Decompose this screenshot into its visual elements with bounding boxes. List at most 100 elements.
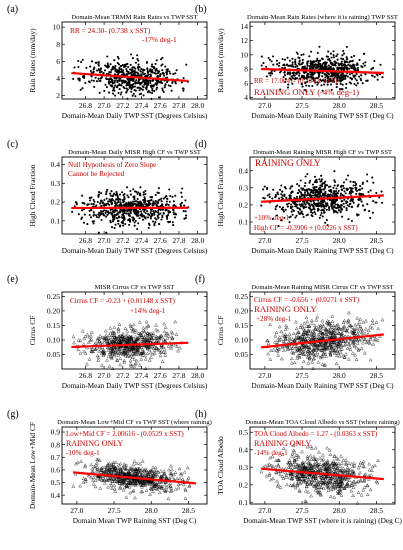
data-point [184,199,187,202]
data-point [360,65,363,68]
data-point [109,192,112,195]
data-point [122,471,127,475]
data-point [339,192,343,195]
data-point [130,329,135,333]
data-point [157,336,161,340]
data-point [358,58,361,61]
data-point [337,184,340,187]
data-point [308,202,311,205]
data-point [106,345,110,349]
data-point [307,324,311,328]
data-point [107,337,112,341]
data-point [350,77,353,80]
data-point [341,458,346,462]
panel-title: MISR Cirrus CF vs TWP SST [95,284,175,291]
data-point [333,76,336,79]
data-point [132,459,137,463]
data-point [313,77,316,80]
data-point [154,82,157,85]
data-point [107,66,110,69]
data-point [72,340,76,345]
data-point [112,333,117,337]
plot-frame [249,156,396,235]
data-point [304,344,309,348]
data-point [329,185,332,188]
data-point [322,203,325,206]
data-point [320,191,323,194]
data-point [145,351,150,355]
x-tick-label: 27.6 [154,236,167,245]
data-point [298,56,301,59]
data-point [90,330,94,334]
data-point [90,60,94,63]
data-point [114,64,117,68]
data-point [99,348,103,352]
data-point [122,86,125,89]
data-point [116,353,121,357]
data-point [302,330,306,334]
data-point [107,338,112,342]
data-point [171,221,174,224]
data-point [83,351,88,355]
y-tick-label: 0.15 [235,321,248,330]
data-point [281,446,286,450]
data-point [373,75,376,78]
data-point [81,480,85,484]
data-point [320,341,324,346]
data-point [337,75,340,78]
data-point [295,462,299,467]
y-axis-label: Rain Rates (mm/day) [216,28,225,93]
data-point [111,216,115,219]
data-point [328,343,332,347]
data-point [335,82,339,86]
data-point [355,326,359,331]
data-point [332,325,336,329]
data-point [291,351,296,355]
data-point [128,358,133,363]
data-point [322,205,325,208]
data-point [178,476,182,480]
data-point [112,344,116,349]
y-axis-label: High Cloud Fraction [28,164,37,226]
data-point [153,351,157,355]
data-point [144,468,149,472]
data-point [89,475,93,480]
data-point [302,205,305,209]
data-point [160,218,163,221]
data-point [303,193,306,196]
data-point [312,194,315,197]
data-point [114,94,117,97]
data-point [122,224,125,227]
data-point [358,193,361,196]
data-point [119,210,122,214]
data-point [129,345,133,349]
data-point [303,499,308,503]
data-point [174,82,177,85]
data-point [149,211,152,215]
data-point [305,84,308,87]
data-point [172,211,175,214]
fit-annotation: Null Hypothesis of Zero Slope [68,161,156,169]
data-point [123,326,128,330]
data-point [106,210,109,213]
data-point [140,351,145,355]
data-point [149,81,152,85]
data-point [311,62,314,65]
data-point [297,71,300,74]
data-point [291,76,294,79]
data-point [149,79,152,82]
data-point [100,205,103,208]
data-point [162,471,167,476]
data-point [350,198,353,201]
data-point [102,469,107,474]
data-point [111,67,114,70]
data-point [133,330,137,334]
y-tick-label: 0.2 [51,198,61,207]
data-point [330,205,333,208]
data-point [151,84,155,88]
data-point [371,342,375,346]
data-point [165,73,168,76]
data-point [142,94,145,97]
data-point [289,187,292,190]
data-point [326,488,331,492]
